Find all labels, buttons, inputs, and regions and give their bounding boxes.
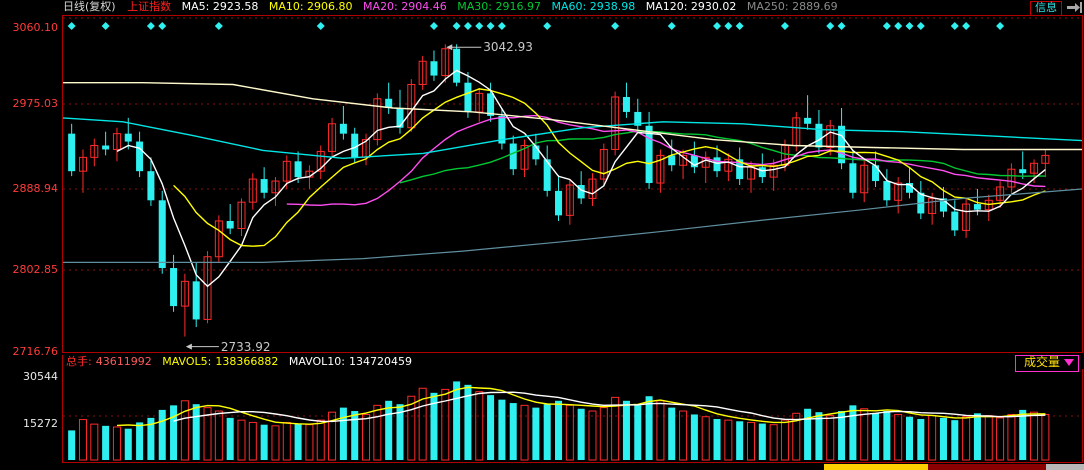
mavol10-label: MAVOL10:	[288, 355, 345, 368]
ma5-value: 2923.58	[212, 0, 259, 13]
chevron-down-icon	[1064, 359, 1074, 366]
mavol10-value: 134720459	[349, 355, 412, 368]
volume-bars-svg	[63, 381, 1082, 461]
ma5-label: MA5:	[181, 0, 210, 13]
price-axis-label-3: 2802.85	[12, 263, 59, 276]
ma20-value: 2904.46	[401, 0, 447, 13]
volume-axis-label-1: 15272	[23, 417, 58, 430]
period-label[interactable]: 日线(复权)	[63, 0, 116, 13]
mavol5-value: 138366882	[215, 355, 279, 368]
mavol5-label: MAVOL5:	[162, 355, 212, 368]
ma5-readout: MA5: 2923.58	[175, 0, 259, 14]
bottom-status-bar[interactable]	[0, 464, 1084, 470]
ma120-label: MA120:	[645, 0, 688, 13]
price-chart-panel[interactable]: 3042.93 2733.92	[62, 15, 1083, 353]
ma30-value: 2916.97	[495, 0, 541, 13]
arrow-right-bar-icon[interactable]	[1066, 1, 1082, 14]
ma60-value: 2938.98	[589, 0, 636, 13]
ma250-readout: MA250: 2889.69	[740, 0, 838, 14]
ma20-readout: MA20: 2904.46	[356, 0, 447, 14]
volume-chart-panel[interactable]: 总手: 43611992 MAVOL5: 138366882 MAVOL10: 134…	[62, 355, 1084, 463]
ma30-readout: MA30: 2916.97	[450, 0, 541, 14]
volume-plot-area[interactable]	[63, 356, 1082, 462]
ma30-label: MA30:	[457, 0, 492, 13]
info-button[interactable]: 信息	[1030, 1, 1062, 16]
price-plot-area[interactable]	[63, 16, 1082, 352]
ma10-label: MA10:	[268, 0, 304, 13]
ma120-value: 2930.02	[690, 0, 737, 13]
ma10-value: 2906.80	[307, 0, 353, 13]
low-price-annotation: 2733.92	[220, 339, 271, 354]
volume-header: 总手: 43611992 MAVOL5: 138366882 MAVOL10: 134…	[63, 355, 1084, 369]
volume-total-label: 总手:	[66, 355, 92, 368]
price-axis-label-1: 2975.03	[12, 97, 59, 110]
ma120-readout: MA120: 2930.02	[639, 0, 737, 14]
ma60-readout: MA60: 2938.98	[544, 0, 635, 14]
price-candlestick-svg	[63, 17, 1082, 350]
ma250-label: MA250:	[746, 0, 789, 13]
price-axis-label-0: 3060.10	[12, 21, 59, 34]
bar-segment-gray[interactable]	[1046, 464, 1084, 470]
high-price-annotation: 3042.93	[483, 40, 533, 55]
ma250-value: 2889.69	[792, 0, 838, 13]
bar-segment-black	[0, 464, 824, 470]
bar-segment-darkred[interactable]	[928, 464, 1046, 470]
indicator-select-button[interactable]: 成交量	[1014, 355, 1079, 372]
volume-total-value: 43611992	[95, 355, 152, 368]
price-header: 日线(复权) 上证指数 MA5: 2923.58 MA10: 2906.80 M…	[0, 0, 1084, 14]
volume-axis-label-0: 30544	[23, 370, 58, 383]
bar-segment-yellow[interactable]	[824, 464, 928, 470]
ma60-label: MA60:	[551, 0, 587, 13]
symbol-name-label: 上证指数	[127, 0, 172, 13]
ma10-readout: MA10: 2906.80	[262, 0, 353, 14]
indicator-select-label: 成交量	[1023, 355, 1060, 369]
ma20-label: MA20:	[363, 0, 398, 13]
price-axis-label-4: 2716.76	[12, 345, 59, 358]
price-axis-label-2: 2888.94	[12, 182, 59, 195]
